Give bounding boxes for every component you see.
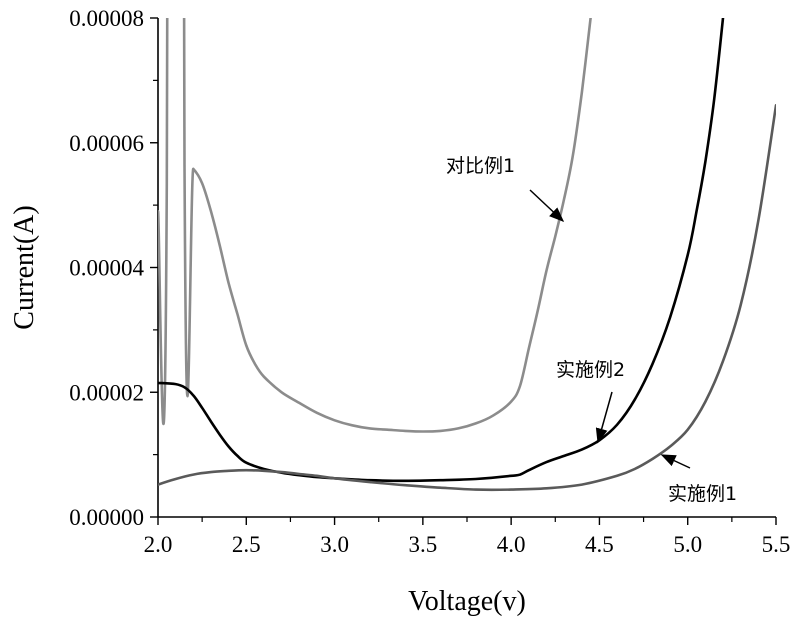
chart-annotations: 对比例1 实施例2 实施例1 bbox=[446, 155, 737, 505]
x-axis-title: Voltage(v) bbox=[408, 586, 526, 617]
annotation-arrow bbox=[660, 454, 691, 469]
x-tick-label: 4.5 bbox=[585, 532, 614, 557]
y-tick-label: 0.00008 bbox=[69, 6, 144, 31]
series-line-1 bbox=[158, 18, 592, 433]
x-tick-label: 4.0 bbox=[497, 532, 526, 557]
annotation-arrow bbox=[595, 391, 613, 444]
y-tick-label: 0.00002 bbox=[69, 380, 144, 405]
x-tick-label: 5.5 bbox=[762, 532, 791, 557]
annotation-label: 实施例2 bbox=[556, 359, 625, 381]
annotation-arrow bbox=[529, 189, 565, 223]
series-line-2 bbox=[158, 18, 725, 483]
x-tick-label: 3.5 bbox=[408, 532, 437, 557]
series-line-3 bbox=[158, 104, 776, 492]
annotation-label: 实施例1 bbox=[668, 483, 737, 505]
chart-series bbox=[158, 18, 776, 492]
x-tick-label: 2.5 bbox=[232, 532, 261, 557]
y-axis-title: Current(A) bbox=[9, 205, 40, 329]
annotation-label: 对比例1 bbox=[446, 155, 515, 177]
y-tick-label: 0.00006 bbox=[69, 131, 144, 156]
x-tick-label: 3.0 bbox=[320, 532, 349, 557]
y-tick-label: 0.00000 bbox=[69, 505, 144, 530]
x-tick-label: 2.0 bbox=[144, 532, 173, 557]
x-tick-label: 5.0 bbox=[673, 532, 702, 557]
chart-axes: 2.0 2.5 3.0 3.5 4.0 4.5 5.0 5.5 0.00000 0.00002 0.… bbox=[69, 6, 790, 557]
y-tick-label: 0.00004 bbox=[69, 256, 144, 281]
